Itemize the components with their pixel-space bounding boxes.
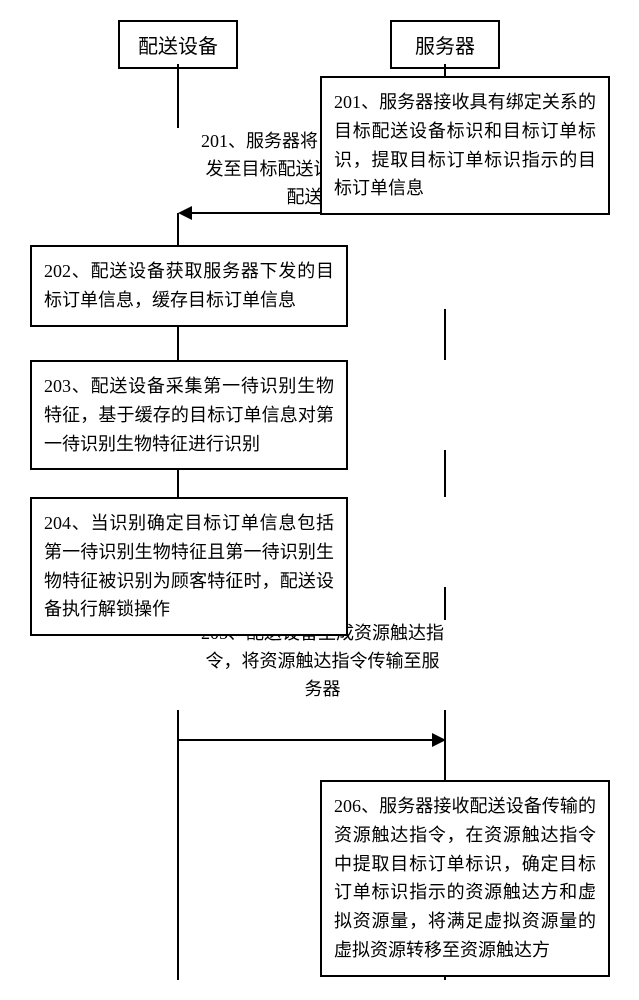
msg-201-arrowhead <box>178 206 192 220</box>
step-204: 204、当识别确定目标订单信息包括第一待识别生物特征且第一待识别生物特征被识别为… <box>30 497 348 636</box>
sequence-diagram: 配送设备 服务器 201、服务器将目标订单信息下发至目标配送设备标识指示的配送设… <box>30 20 610 980</box>
header-left: 配送设备 <box>118 20 238 69</box>
msg-205-arrowhead <box>432 733 446 747</box>
header-left-label: 配送设备 <box>138 30 218 59</box>
lifeline-left-seg <box>177 710 179 980</box>
lifeline-right-seg <box>444 587 446 620</box>
lifeline-right-seg <box>444 309 446 360</box>
header-right: 服务器 <box>390 20 500 69</box>
lifeline-right-seg <box>444 450 446 497</box>
step-206: 206、服务器接收配送设备传输的资源触达指令，在资源触达指令中提取目标订单标识，… <box>320 780 610 977</box>
step-201r: 201、服务器接收具有绑定关系的目标配送设备标识和目标订单标识，提取目标订单标识… <box>320 76 610 215</box>
step-202: 202、配送设备获取服务器下发的目标订单信息，缓存目标订单信息 <box>30 245 348 327</box>
msg-205-arrow <box>178 739 432 741</box>
lifeline-left-seg <box>177 64 179 128</box>
lifeline-right-seg <box>444 64 446 76</box>
step-203: 203、配送设备采集第一待识别生物特征，基于缓存的目标订单信息对第一待识别生物特… <box>30 360 348 470</box>
header-right-label: 服务器 <box>415 30 475 59</box>
